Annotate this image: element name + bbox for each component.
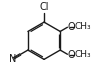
- Text: Cl: Cl: [39, 2, 49, 12]
- Text: CH₃: CH₃: [75, 50, 91, 59]
- Text: CH₃: CH₃: [75, 22, 91, 32]
- Text: O: O: [68, 22, 75, 32]
- Text: N: N: [9, 54, 16, 64]
- Text: O: O: [68, 50, 75, 60]
